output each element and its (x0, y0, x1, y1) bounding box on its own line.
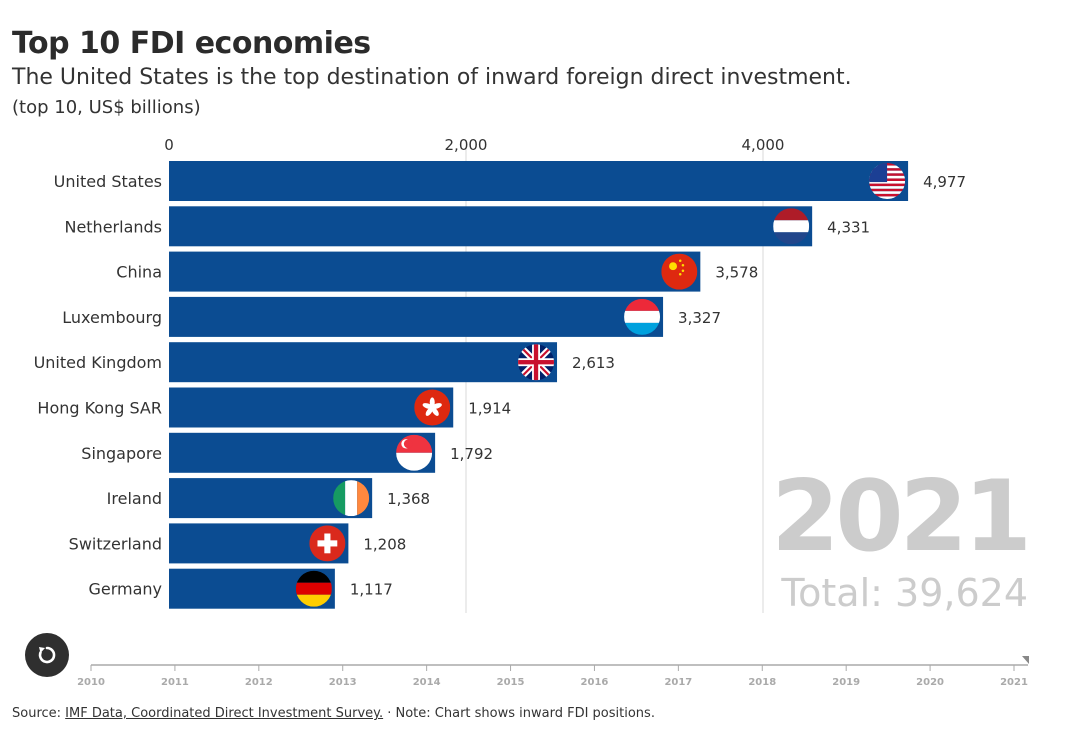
category-label: United States (54, 172, 162, 191)
value-label: 1,117 (350, 581, 393, 599)
hong-kong-flag-icon (414, 389, 451, 426)
bar (169, 432, 436, 473)
timeline-year[interactable]: 2014 (413, 677, 441, 688)
value-label: 3,578 (715, 264, 758, 282)
x-tick-label: 4,000 (742, 136, 785, 154)
value-label: 1,208 (363, 535, 406, 553)
ireland-flag-icon (333, 480, 370, 517)
netherlands-flag-icon (773, 208, 810, 245)
source-note-text: · Note: Chart shows inward FDI positions… (383, 706, 655, 721)
bar (169, 206, 813, 247)
germany-flag-icon (295, 570, 332, 607)
category-label: Luxembourg (62, 308, 162, 327)
timeline-year[interactable]: 2019 (832, 677, 860, 688)
value-label: 1,368 (387, 490, 430, 508)
category-label: China (116, 263, 162, 282)
timeline-year[interactable]: 2011 (161, 677, 189, 688)
value-label: 2,613 (572, 354, 615, 372)
replay-button[interactable] (25, 633, 69, 677)
category-label: Singapore (81, 444, 162, 463)
us-flag-icon (869, 163, 906, 199)
timeline-year[interactable]: 2015 (497, 677, 525, 688)
timeline-year[interactable]: 2018 (748, 677, 776, 688)
timeline-year[interactable]: 2021 (1000, 677, 1028, 688)
value-label: 4,977 (923, 173, 966, 191)
bar (169, 387, 454, 428)
value-label: 4,331 (827, 218, 870, 236)
bar (169, 296, 664, 337)
category-label: Netherlands (64, 217, 162, 236)
bar (169, 161, 909, 201)
chart-title: Top 10 FDI economies (12, 26, 371, 61)
year-watermark: 2021 (771, 460, 1028, 574)
switzerland-flag-icon (309, 525, 346, 562)
source-prefix: Source: (12, 706, 66, 721)
category-label: Germany (88, 580, 162, 599)
category-label: Switzerland (69, 534, 162, 553)
timeline-year[interactable]: 2012 (245, 677, 273, 688)
timeline-year[interactable]: 2013 (329, 677, 357, 688)
bar-chart: 0 2,000 4,000 United States 4,977 Netherlands… (34, 136, 1032, 615)
value-label: 3,327 (678, 309, 721, 327)
year-timeline[interactable]: 2010 2011 2012 2013 2014 2015 2016 2017 2018 2019… (0, 650, 1082, 695)
china-flag-icon (661, 253, 698, 290)
luxembourg-flag-icon (624, 298, 661, 335)
source-link[interactable]: IMF Data, Coordinated Direct Investment … (65, 706, 384, 721)
x-tick-label: 0 (164, 136, 174, 154)
category-label: United Kingdom (34, 353, 162, 372)
timeline-year[interactable]: 2020 (916, 677, 944, 688)
timeline-year[interactable]: 2017 (664, 677, 692, 688)
category-label: Ireland (107, 489, 162, 508)
x-tick-label: 2,000 (445, 136, 488, 154)
value-label: 1,914 (468, 400, 511, 418)
timeline-handle[interactable] (1022, 656, 1029, 664)
singapore-flag-icon (396, 434, 433, 471)
category-label: Hong Kong SAR (37, 399, 162, 418)
bar (169, 251, 701, 292)
timeline-year[interactable]: 2016 (581, 677, 609, 688)
chart-subtitle: The United States is the top destination… (12, 65, 852, 90)
replay-icon (38, 646, 56, 664)
value-label: 1,792 (450, 445, 493, 463)
uk-flag-icon (518, 344, 555, 381)
bar (169, 342, 558, 383)
source-note: Source: IMF Data, Coordinated Direct Inv… (12, 706, 655, 721)
units-label: (top 10, US$ billions) (12, 97, 201, 118)
timeline-year[interactable]: 2010 (77, 677, 105, 688)
total-label: Total: 39,624 (780, 571, 1028, 615)
